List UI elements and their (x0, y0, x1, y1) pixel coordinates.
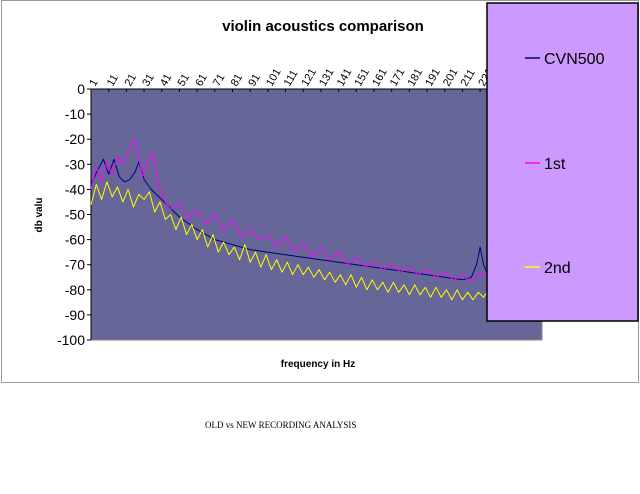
y-tick-label: -50 (65, 207, 85, 223)
x-tick-label: 91 (246, 72, 263, 89)
series-line-1st (90, 138, 543, 296)
x-tick-label: 51 (176, 72, 193, 89)
legend-label-2nd: 2nd (544, 260, 571, 277)
y-tick-label: -100 (57, 332, 85, 348)
x-tick-label: 131 (317, 67, 337, 89)
x-tick-label: 211 (459, 67, 478, 88)
x-tick-label: 201 (441, 67, 461, 89)
y-axis-label: db valu (34, 197, 45, 232)
chart-title: violin acoustics comparison (222, 18, 424, 35)
legend-label-1st: 1st (544, 156, 566, 173)
chart-area: 0 -10 -20 -30 -40 -50 -60 -70 -80 -90 -100 1 11 21 31 4… (1, 0, 639, 383)
y-tick-label: -10 (65, 106, 85, 122)
x-tick-label: 151 (352, 67, 372, 89)
x-axis-label: frequency in Hz (281, 359, 355, 370)
x-tick-label: 191 (423, 67, 443, 89)
x-tick-label: 121 (299, 67, 319, 89)
y-tick-label: -40 (65, 181, 85, 197)
x-tick-label: 171 (388, 67, 408, 89)
y-tick-label: 0 (77, 81, 85, 97)
x-tick-label: 21 (123, 72, 140, 89)
y-tick-label: -80 (65, 282, 85, 298)
x-tick-label: 161 (370, 67, 390, 89)
y-tick-label: -30 (65, 156, 85, 172)
x-tick-label: 181 (406, 67, 426, 89)
plot-area (90, 88, 543, 341)
x-tick-label: 71 (211, 72, 228, 89)
legend-box (486, 2, 639, 322)
x-tick-label: 101 (264, 67, 284, 89)
legend-label-cvn500: CVN500 (544, 51, 605, 68)
x-tick-label: 41 (158, 72, 175, 89)
series-line-2nd (90, 181, 543, 306)
y-tick-label: -70 (65, 257, 85, 273)
y-tick-label: -90 (65, 307, 85, 323)
x-tick-label: 111 (282, 68, 301, 88)
x-tick-label: 81 (229, 72, 246, 89)
y-tick-label: -60 (65, 232, 85, 248)
chart-caption: OLD vs NEW RECORDING ANALYSIS (205, 420, 357, 430)
x-tick-label: 31 (140, 72, 157, 89)
x-tick-label: 11 (105, 73, 121, 89)
x-tick-label: 61 (193, 72, 210, 89)
x-tick-label: 1 (87, 77, 100, 88)
y-tick-label: -20 (65, 131, 85, 147)
series-line-cvn500 (90, 158, 543, 291)
x-tick-label: 141 (335, 67, 355, 89)
